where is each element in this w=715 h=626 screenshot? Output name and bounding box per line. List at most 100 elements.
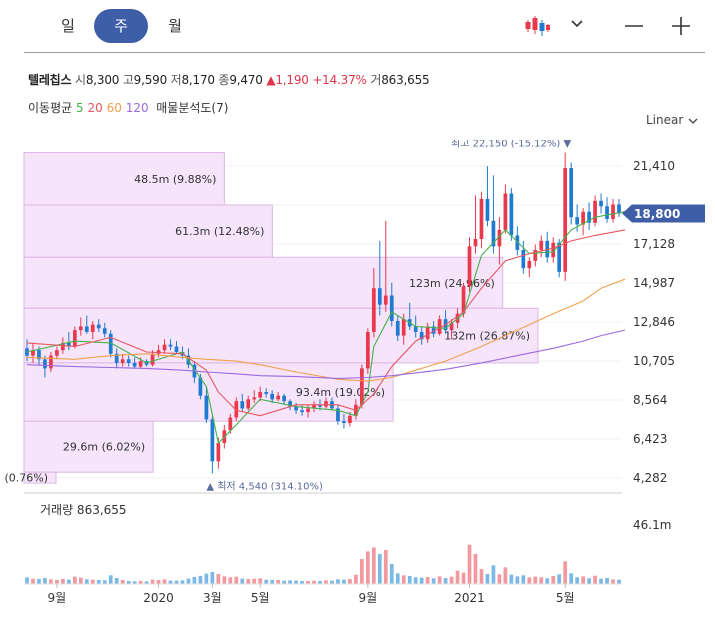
volume-bar: [186, 578, 191, 584]
volume-bar: [449, 576, 454, 584]
candle-body: [96, 324, 101, 329]
tab-weekly[interactable]: 주: [94, 9, 148, 43]
chevron-down-icon: [571, 20, 583, 28]
volume-bar: [96, 580, 101, 584]
volume-bar: [557, 574, 562, 584]
candle-body: [575, 217, 579, 225]
ma-legend: 이동평균 5 20 60 120 매물분석도(7): [28, 99, 228, 116]
volume-profile-label: 123m (24.96%): [409, 277, 495, 290]
scale-selector[interactable]: Linear: [646, 113, 699, 127]
volume-bar: [509, 574, 514, 584]
tab-monthly[interactable]: 월: [168, 17, 182, 35]
scale-label: Linear: [646, 113, 684, 127]
volume-bar: [581, 576, 585, 584]
ma-60-label[interactable]: 60: [106, 101, 122, 115]
volume-bar: [563, 561, 568, 584]
candle-body: [539, 240, 544, 250]
candle-body: [31, 350, 35, 356]
candle-body: [348, 415, 352, 424]
low-label: 저: [170, 73, 182, 87]
volume-bar: [49, 579, 53, 584]
candle-body: [282, 395, 286, 402]
candle-body: [617, 204, 621, 214]
ma-20-label[interactable]: 20: [87, 101, 103, 115]
tab-daily[interactable]: 일: [61, 17, 75, 35]
volume-bar: [228, 577, 233, 584]
ma-120-label[interactable]: 120: [125, 101, 149, 115]
volume-bar: [198, 576, 203, 584]
candle-body: [533, 249, 538, 261]
candle-body: [126, 359, 131, 363]
volume-panel-label: 거래량 863,655: [40, 503, 127, 517]
volume-bar: [443, 578, 448, 584]
volume-tick-label: 46.1m: [633, 518, 671, 532]
candle-body: [246, 399, 251, 409]
time-tick-label: 2020: [143, 591, 174, 605]
current-price-label: 18,800: [634, 207, 680, 221]
candle-body: [198, 377, 203, 396]
time-tick-label: 9월: [359, 591, 378, 605]
volume-bar: [264, 579, 269, 584]
candle-body: [569, 168, 574, 218]
candle-body: [132, 362, 137, 367]
volume-bar: [401, 575, 406, 584]
volume-bar: [90, 579, 95, 584]
time-tick-label: 2021: [454, 591, 485, 605]
candle-body: [150, 353, 155, 365]
high-value: 9,590: [133, 73, 168, 87]
volume-bar: [222, 576, 227, 584]
volume-bar: [162, 579, 167, 584]
volume-bar: [431, 578, 436, 584]
volume-bar: [491, 565, 496, 584]
candle-body: [270, 393, 275, 400]
candle-body: [431, 326, 436, 334]
zoom-in-button[interactable]: [669, 14, 693, 38]
price-tick-label: 21,410: [633, 159, 675, 173]
candle-body: [324, 401, 328, 407]
volume-bar: [43, 578, 47, 584]
toolbar-divider: [24, 52, 705, 53]
volume-bar: [365, 551, 370, 584]
candle-body: [55, 350, 59, 356]
zoom-out-button[interactable]: [622, 14, 646, 38]
plus-icon: [672, 17, 690, 35]
price-tick-label: 6,423: [633, 432, 667, 446]
time-tick-label: 3월: [203, 591, 222, 605]
candle-body: [527, 260, 532, 269]
volume-bar: [61, 579, 65, 584]
volume-bar: [270, 580, 275, 584]
volume-bar: [216, 574, 221, 584]
ma-20-line: [26, 229, 626, 417]
price-tick-label: 14,987: [633, 276, 675, 290]
volume-bar: [605, 578, 609, 584]
candle-body: [102, 328, 107, 334]
price-axis: 4,282 6,423 8,564 10,705 12,846 14,987 17,128 2…: [622, 159, 705, 485]
volume-profile-label[interactable]: 매물분석도(7): [156, 101, 229, 115]
candle-body: [138, 361, 143, 367]
candle-body: [72, 330, 77, 347]
candle-body: [258, 392, 263, 398]
candle-body: [365, 331, 370, 369]
price-chart[interactable]: 48.5m (9.88%) 61.3m (12.48%) 123m (24.96%)…: [0, 140, 715, 626]
volume-profile-label: 48.5m (9.88%): [134, 173, 216, 186]
chart-type-dropdown[interactable]: [568, 14, 586, 32]
volume-bar: [120, 580, 125, 584]
volume-bar: [25, 577, 29, 584]
candle-body: [306, 408, 310, 413]
candle-body: [252, 397, 257, 400]
candle-body: [611, 204, 615, 220]
volume-bar: [55, 580, 59, 584]
candle-body: [557, 242, 562, 272]
chart-type-button[interactable]: [522, 12, 550, 40]
candle-body: [156, 350, 161, 354]
volume-bar: [192, 577, 197, 584]
volume-bar: [324, 580, 328, 584]
candle-body: [473, 239, 478, 247]
candle-body: [228, 417, 233, 431]
minus-icon: [625, 25, 643, 27]
volume-bar: [377, 554, 382, 584]
candle-body: [336, 408, 340, 422]
candle-body: [479, 198, 484, 240]
ma-5-label[interactable]: 5: [76, 101, 84, 115]
volume-bar: [497, 574, 502, 584]
